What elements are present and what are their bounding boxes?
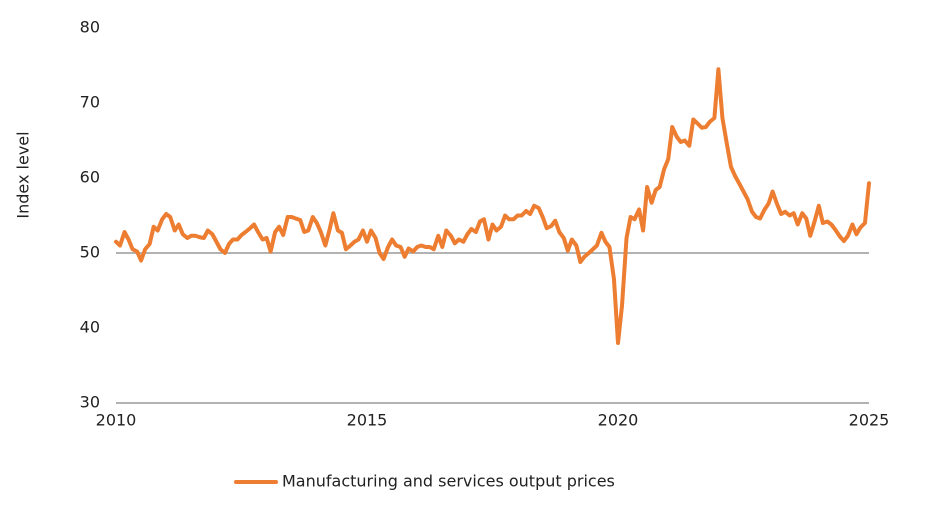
y-tick-label: 40 <box>80 318 100 337</box>
y-tick-label: 70 <box>80 93 100 112</box>
y-tick-label: 50 <box>80 243 100 262</box>
y-axis-label: Index level <box>14 131 33 218</box>
y-tick-label: 80 <box>80 18 100 37</box>
x-tick-label: 2010 <box>96 411 137 430</box>
x-tick-label: 2025 <box>849 411 890 430</box>
x-tick-label: 2020 <box>598 411 639 430</box>
data-line <box>114 67 871 345</box>
legend-label: Manufacturing and services output prices <box>282 472 615 491</box>
y-tick-label: 30 <box>80 393 100 412</box>
x-tick-label: 2015 <box>347 411 388 430</box>
y-tick-label: 60 <box>80 168 100 187</box>
